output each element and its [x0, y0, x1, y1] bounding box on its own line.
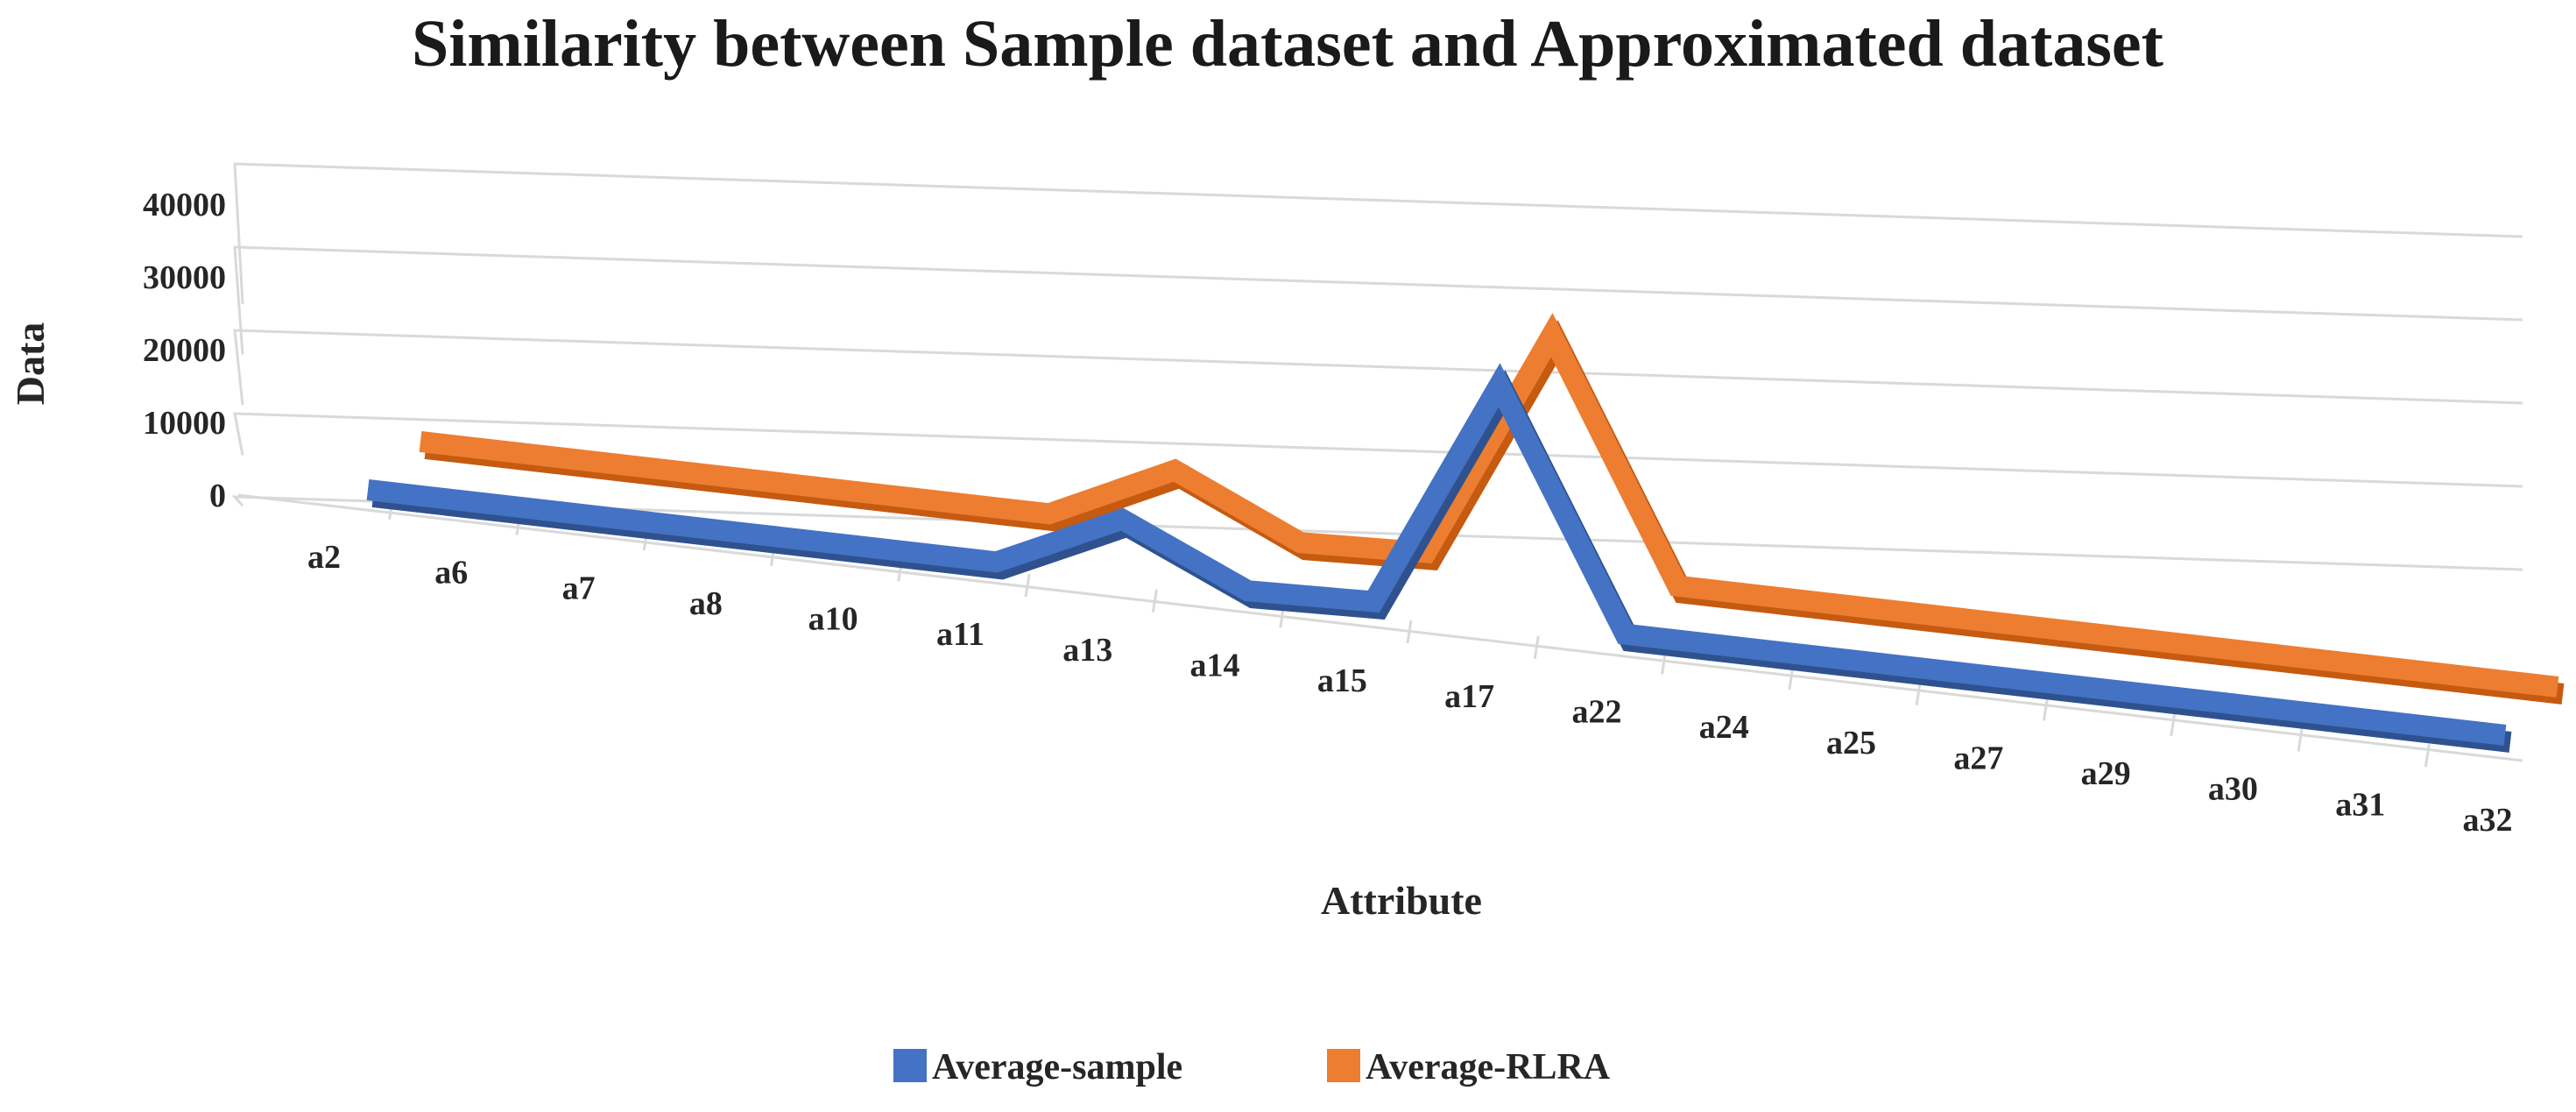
gridline: [233, 162, 2523, 305]
series-lines: [366, 313, 2565, 753]
x-tick-label: a29: [2081, 755, 2131, 792]
x-tick-label: a30: [2208, 771, 2258, 808]
gridline: [233, 329, 2523, 406]
gridlines: [231, 162, 2523, 762]
x-axis-ticks: a2 a6 a7 a8 a10 a11 a13 a14 a15 a17 a22 a24 a25 a27 a2…: [307, 496, 2513, 839]
y-tick-label: 40000: [143, 187, 226, 223]
x-tick-label: a15: [1317, 662, 1367, 699]
y-tick-label: 30000: [143, 259, 226, 296]
legend-label-average-sample: Average-sample: [932, 1047, 1182, 1087]
chart-title: Similarity between Sample dataset and Ap…: [412, 7, 2163, 81]
x-tick-label: a11: [936, 616, 985, 653]
x-tick-mark: [1533, 635, 1540, 659]
x-tick-label: a10: [808, 601, 858, 638]
x-tick-mark: [1406, 620, 1413, 644]
series-line-average-sample: [366, 363, 2507, 746]
x-tick-label: a13: [1062, 632, 1112, 669]
x-tick-label: a32: [2463, 802, 2513, 839]
y-tick-label: 10000: [143, 405, 226, 442]
x-tick-mark: [2297, 728, 2304, 752]
x-tick-label: a25: [1826, 725, 1876, 761]
x-tick-label: a24: [1699, 709, 1749, 746]
gridline: [233, 412, 2523, 488]
gridline: [231, 495, 2523, 571]
x-tick-mark: [1024, 573, 1031, 598]
y-axis-ticks: 0 10000 20000 30000 40000: [143, 187, 226, 514]
legend: Average-sample Average-RLRA: [893, 1047, 1611, 1087]
x-tick-mark: [2042, 698, 2049, 721]
y-tick-label: 20000: [143, 332, 226, 369]
x-axis-line: [237, 493, 2523, 762]
x-tick-mark: [1788, 666, 1795, 691]
x-tick-mark: [2424, 743, 2431, 768]
x-tick-label: a14: [1190, 648, 1240, 684]
legend-swatch-average-rlra: [1327, 1049, 1360, 1082]
x-tick-label: a6: [434, 555, 468, 591]
legend-label-average-rlra: Average-RLRA: [1366, 1047, 1611, 1087]
x-tick-label: a2: [307, 539, 341, 576]
x-tick-label: a27: [1953, 740, 2003, 776]
gridline: [233, 245, 2523, 355]
x-axis-title: Attribute: [1321, 878, 1482, 923]
x-tick-label: a17: [1444, 678, 1494, 715]
legend-swatch-average-sample: [893, 1049, 927, 1082]
x-tick-label: a31: [2335, 786, 2385, 823]
x-tick-label: a7: [562, 570, 596, 606]
x-tick-mark: [1915, 682, 1922, 705]
series-line-average-rlra: [419, 313, 2559, 698]
x-tick-label: a22: [1571, 693, 1621, 730]
x-tick-label: a8: [689, 585, 723, 622]
x-tick-mark: [1151, 589, 1158, 613]
x-tick-mark: [2170, 712, 2177, 737]
y-tick-label: 0: [209, 478, 226, 514]
y-axis-title: Data: [8, 322, 53, 406]
